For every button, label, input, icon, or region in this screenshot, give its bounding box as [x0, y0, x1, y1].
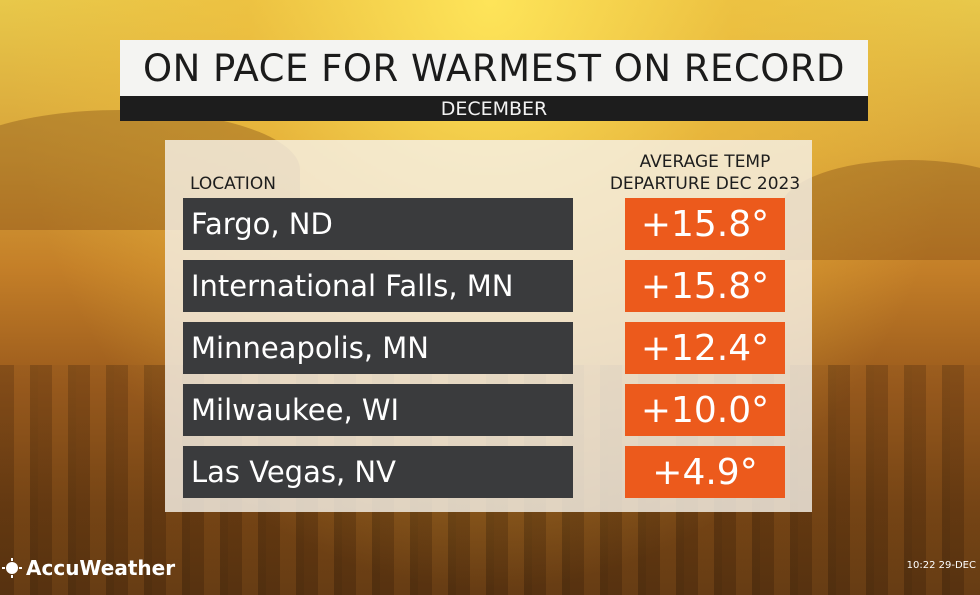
- subtitle-bar: DECEMBER: [120, 96, 868, 121]
- subtitle: DECEMBER: [440, 97, 548, 120]
- location-cell: Fargo, ND: [183, 198, 573, 250]
- location-header: LOCATION: [190, 174, 276, 194]
- departure-cell: +15.8°: [625, 198, 785, 250]
- title-bar: ON PACE FOR WARMEST ON RECORD: [120, 40, 868, 96]
- departure-cell: +10.0°: [625, 384, 785, 436]
- logo: AccuWeather: [2, 556, 175, 580]
- timestamp: 10:22 29-DEC: [906, 560, 976, 571]
- location-cell: Las Vegas, NV: [183, 446, 573, 498]
- location-cell: International Falls, MN: [183, 260, 573, 312]
- value-header-line: AVERAGE TEMP: [639, 152, 771, 172]
- location-cell: Minneapolis, MN: [183, 322, 573, 374]
- value-header-line: DEPARTURE DEC 2023: [609, 174, 801, 194]
- departure-cell: +4.9°: [625, 446, 785, 498]
- departure-cell: +12.4°: [625, 322, 785, 374]
- departure-cell: +15.8°: [625, 260, 785, 312]
- logo-text: AccuWeather: [26, 556, 176, 580]
- background-hill: [780, 160, 980, 260]
- logo-icon: [2, 558, 22, 578]
- location-cell: Milwaukee, WI: [183, 384, 573, 436]
- title: ON PACE FOR WARMEST ON RECORD: [142, 46, 846, 90]
